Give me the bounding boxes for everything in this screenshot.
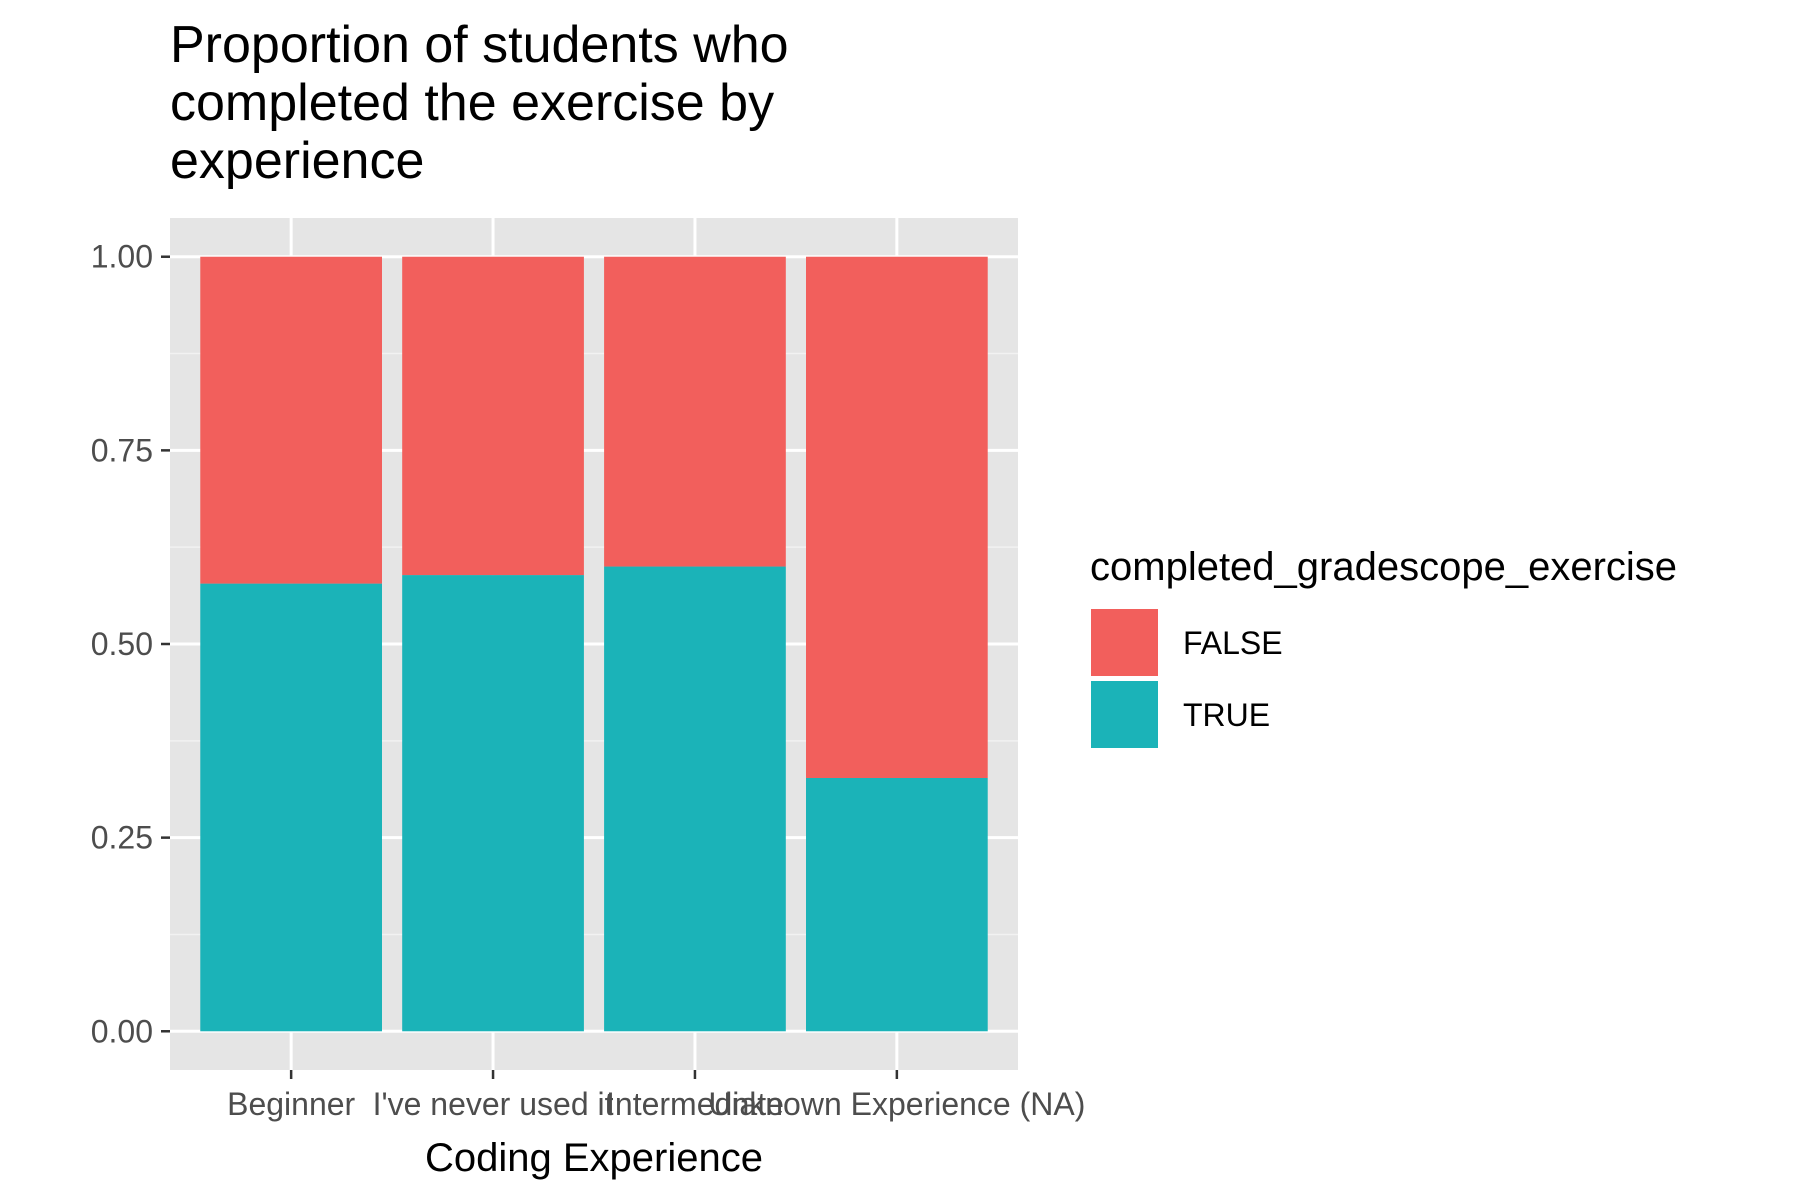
legend-label-false: FALSE bbox=[1183, 625, 1283, 661]
y-axis: 0.00 0.25 0.50 0.75 1.00 bbox=[91, 239, 170, 1049]
x-tick-label: Beginner bbox=[227, 1086, 355, 1122]
legend-label-true: TRUE bbox=[1183, 697, 1270, 733]
chart-title-line-3: experience bbox=[170, 132, 424, 190]
bar-segment-true bbox=[200, 583, 382, 1032]
chart-title-line-1: Proportion of students who bbox=[170, 16, 789, 74]
x-tick-label: Unknown Experience (NA) bbox=[708, 1086, 1085, 1122]
x-tick-label: Intermediate bbox=[606, 1086, 784, 1122]
y-tick-label: 0.00 bbox=[91, 1013, 153, 1049]
y-tick-label: 0.50 bbox=[91, 626, 153, 662]
chart-title: Proportion of students who completed the… bbox=[170, 16, 789, 190]
legend-title: completed_gradescope_exercise bbox=[1090, 545, 1677, 589]
x-axis: Beginner I've never used itIntermediateUn… bbox=[227, 1070, 1085, 1122]
legend-key-true bbox=[1089, 679, 1160, 750]
bar-segment-true bbox=[402, 575, 584, 1032]
bar-segment-true bbox=[604, 566, 786, 1032]
legend-key-false bbox=[1089, 607, 1160, 678]
y-tick-label: 0.25 bbox=[91, 820, 153, 856]
bar-segment-false bbox=[200, 256, 382, 584]
bar-segment-false bbox=[402, 256, 584, 576]
bar-segment-false bbox=[806, 256, 988, 778]
x-tick-label: I've never used it bbox=[373, 1086, 614, 1122]
chart-title-line-2: completed the exercise by bbox=[170, 74, 774, 132]
x-axis-title: Coding Experience bbox=[425, 1136, 763, 1180]
legend: completed_gradescope_exercise FALSE TRUE bbox=[1089, 545, 1677, 750]
bars bbox=[200, 256, 988, 1032]
y-tick-label: 0.75 bbox=[91, 432, 153, 468]
legend-items: FALSE TRUE bbox=[1089, 607, 1283, 750]
y-tick-label: 1.00 bbox=[91, 239, 153, 275]
bar-segment-true bbox=[806, 777, 988, 1032]
bar-segment-false bbox=[604, 256, 786, 567]
